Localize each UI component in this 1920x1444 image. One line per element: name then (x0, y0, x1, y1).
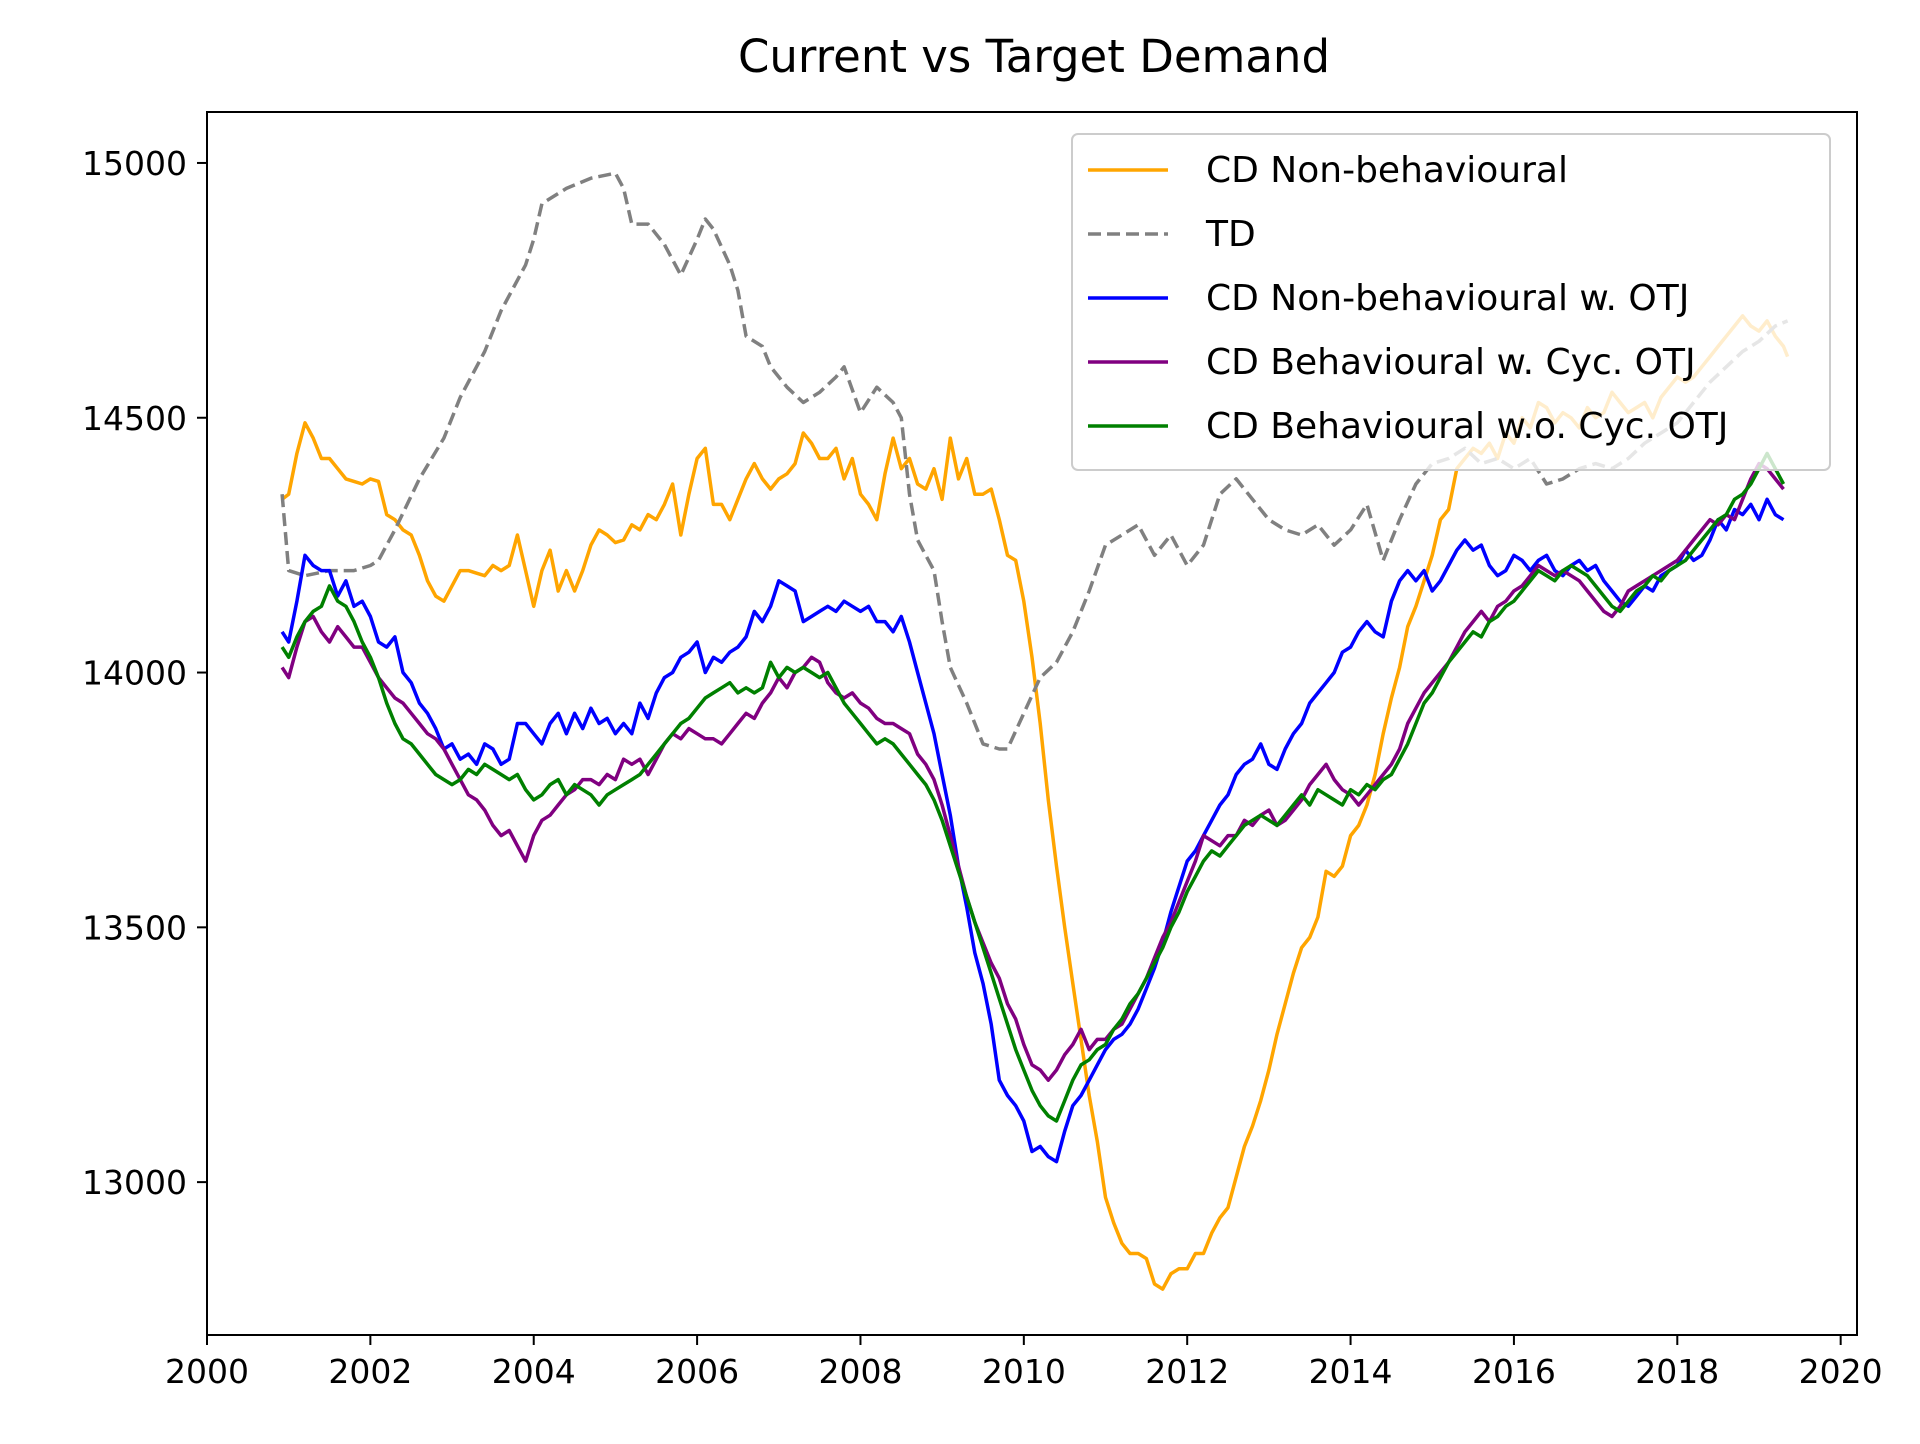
x-tick-label: 2020 (1799, 1352, 1883, 1391)
series-line-3 (280, 497, 1785, 1164)
y-tick-label: 13500 (82, 908, 187, 947)
x-tick-label: 2004 (492, 1352, 576, 1391)
series-line-4 (280, 461, 1785, 1082)
legend-label: CD Behavioural w.o. Cyc. OTJ (1206, 406, 1728, 447)
x-tick-label: 2002 (328, 1352, 412, 1391)
y-tick-label: 15000 (82, 144, 187, 183)
y-tick-label: 13000 (82, 1163, 187, 1202)
y-tick-label: 14000 (82, 654, 187, 693)
y-tick-label: 14500 (82, 399, 187, 438)
legend-label: CD Non-behavioural (1206, 150, 1568, 191)
x-axis: 2000 2002 2004 2006 2008 2010 2012 2014 2016 2018… (165, 1335, 1883, 1391)
x-tick-label: 2006 (655, 1352, 739, 1391)
plot-area-frame (206, 111, 1858, 1336)
x-tick-label: 2008 (818, 1352, 902, 1391)
x-tick-label: 2012 (1145, 1352, 1229, 1391)
chart-title: Current vs Target Demand (738, 30, 1330, 83)
x-tick-label: 2014 (1309, 1352, 1393, 1391)
legend-label: TD (1205, 214, 1256, 255)
series-line-5 (280, 451, 1786, 1123)
y-axis: 13000 13500 14000 14500 15000 (82, 144, 207, 1202)
legend-label: CD Non-behavioural w. OTJ (1206, 278, 1689, 319)
x-tick-label: 2000 (165, 1352, 249, 1391)
legend-label: CD Behavioural w. Cyc. OTJ (1206, 342, 1696, 383)
x-tick-label: 2018 (1635, 1352, 1719, 1391)
x-tick-label: 2016 (1472, 1352, 1556, 1391)
x-tick-label: 2010 (982, 1352, 1066, 1391)
legend-box (1071, 133, 1831, 471)
legend: CD Non-behavioural TD CD Non-behavioural w… (1071, 133, 1831, 471)
